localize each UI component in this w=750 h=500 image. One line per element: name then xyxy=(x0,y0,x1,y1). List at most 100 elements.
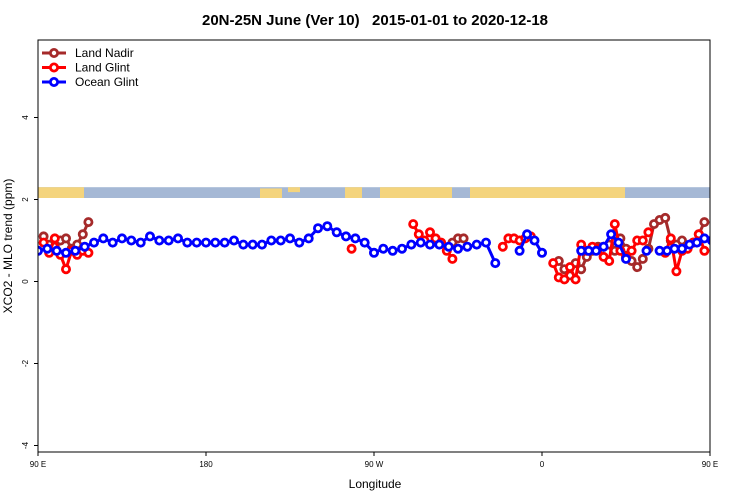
data-point xyxy=(135,237,146,248)
data-point xyxy=(42,243,53,254)
legend-label: Land Nadir xyxy=(75,46,134,60)
y-tick-label: 2 xyxy=(21,197,30,202)
map-strip xyxy=(38,187,710,198)
y-tick-label: 4 xyxy=(21,115,30,120)
data-point xyxy=(660,212,671,223)
x-axis-label: Longitude xyxy=(349,477,402,491)
data-point xyxy=(604,255,615,266)
data-point xyxy=(434,239,445,250)
data-point xyxy=(548,258,559,269)
data-point xyxy=(61,264,72,275)
y-tick-label: -4 xyxy=(21,441,30,449)
data-point xyxy=(70,245,81,256)
y-tick-label: 0 xyxy=(21,279,30,284)
data-point xyxy=(359,237,370,248)
data-point xyxy=(238,239,249,250)
data-point xyxy=(723,237,730,244)
data-point xyxy=(79,241,90,252)
data-point xyxy=(637,235,648,246)
map-ocean xyxy=(38,187,710,198)
data-point xyxy=(49,233,60,244)
data-point xyxy=(609,219,620,230)
x-tick-label: 180 xyxy=(199,460,213,469)
series-ocean-glint xyxy=(38,221,750,269)
data-point xyxy=(706,235,710,246)
data-point xyxy=(559,274,570,285)
legend-swatch-marker xyxy=(49,77,60,88)
data-point xyxy=(163,235,174,246)
data-point xyxy=(275,235,286,246)
data-point xyxy=(312,223,323,234)
x-axis: 90 E 180 90 W 0 90 E xyxy=(30,452,718,469)
data-point xyxy=(643,227,654,238)
data-point xyxy=(51,245,62,256)
data-point xyxy=(396,243,407,254)
data-point xyxy=(191,237,202,248)
data-point xyxy=(294,237,305,248)
data-point xyxy=(613,237,624,248)
data-point xyxy=(182,237,193,248)
data-point xyxy=(331,227,342,238)
data-point xyxy=(471,239,482,250)
x-tick-label: 90 E xyxy=(30,460,46,469)
data-point xyxy=(172,233,183,244)
data-point xyxy=(699,217,710,228)
map-land-3 xyxy=(345,187,362,198)
legend-swatch-marker xyxy=(49,62,60,73)
data-point xyxy=(626,245,637,256)
data-point xyxy=(89,237,100,248)
data-point xyxy=(598,241,609,252)
y-axis: -4 -2 0 2 4 xyxy=(21,115,38,449)
data-point xyxy=(346,243,357,254)
x-tick-label: 90 W xyxy=(365,460,384,469)
legend-item: Ocean Glint xyxy=(42,75,139,89)
data-point xyxy=(731,233,738,240)
data-point xyxy=(632,262,643,273)
legend-item: Land Nadir xyxy=(42,46,134,60)
y-axis-label: XCO2 - MLO trend (ppm) xyxy=(1,179,15,314)
data-point xyxy=(497,241,508,252)
data-point xyxy=(210,237,221,248)
data-point xyxy=(522,229,533,240)
series-land-nadir xyxy=(38,212,710,281)
data-point xyxy=(677,243,688,254)
x-tick-label: 0 xyxy=(540,460,545,469)
data-point xyxy=(350,233,361,244)
data-point xyxy=(691,237,702,248)
data-point xyxy=(565,262,576,273)
data-point xyxy=(387,245,398,256)
data-point xyxy=(340,231,351,242)
data-point xyxy=(621,253,632,264)
data-point xyxy=(591,245,602,256)
legend-label: Land Glint xyxy=(75,61,130,75)
data-point xyxy=(98,233,109,244)
data-point xyxy=(480,237,491,248)
data-point xyxy=(61,233,72,244)
data-point xyxy=(368,247,379,258)
series-group xyxy=(38,212,750,285)
data-point xyxy=(458,233,469,244)
chart-title: 20N-25N June (Ver 10) 2015-01-01 to 2020… xyxy=(202,12,548,29)
data-point xyxy=(219,237,230,248)
legend-label: Ocean Glint xyxy=(75,75,139,89)
data-point xyxy=(490,258,501,269)
data-point xyxy=(126,235,137,246)
data-point xyxy=(699,245,710,256)
data-point xyxy=(284,233,295,244)
data-point xyxy=(322,221,333,232)
data-point xyxy=(266,235,277,246)
map-land-0 xyxy=(38,187,84,198)
data-point xyxy=(303,233,314,244)
data-point xyxy=(107,237,118,248)
data-point xyxy=(637,253,648,264)
data-point xyxy=(746,235,750,242)
data-point xyxy=(77,229,88,240)
data-point xyxy=(61,247,72,258)
data-point xyxy=(443,241,454,252)
data-point xyxy=(247,239,258,250)
data-point xyxy=(529,235,540,246)
data-point xyxy=(606,229,617,240)
